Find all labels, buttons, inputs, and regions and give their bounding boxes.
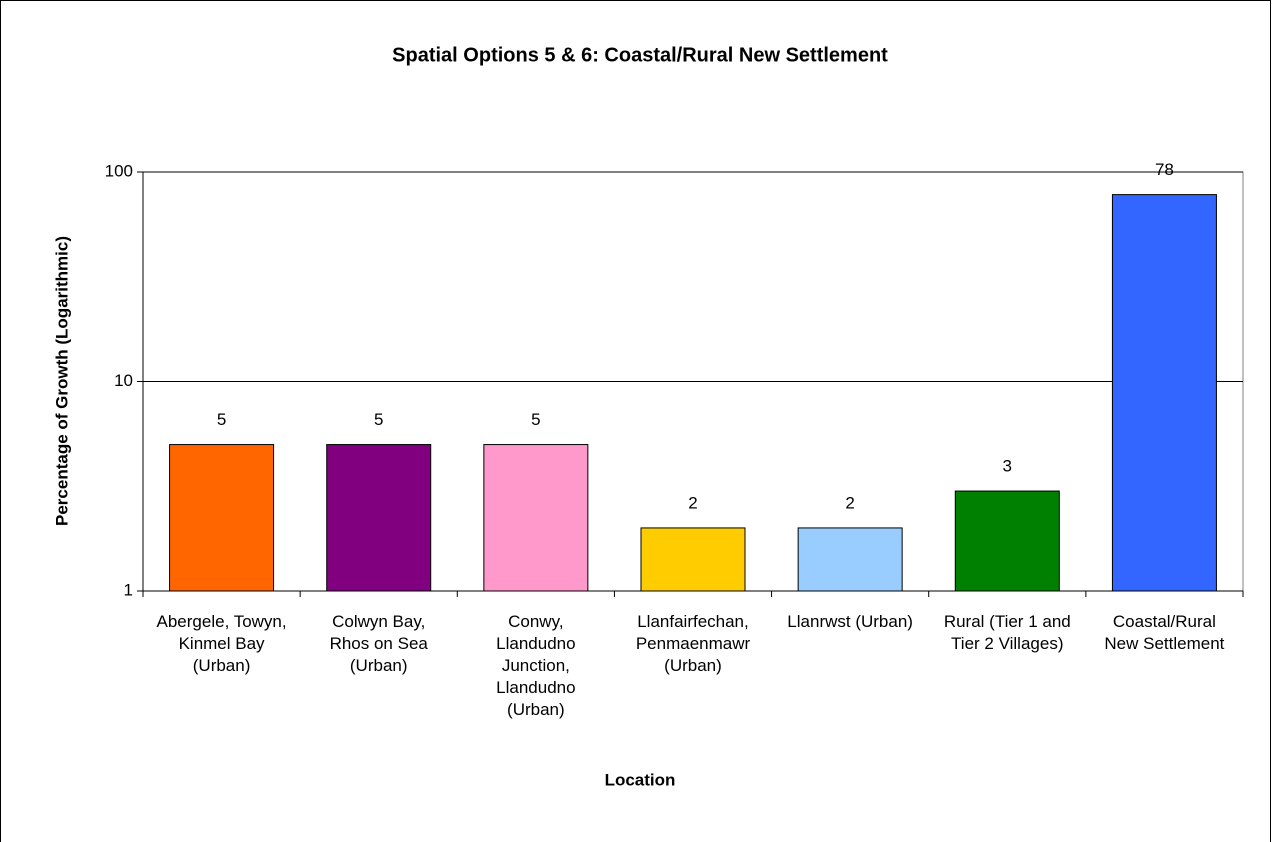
data-label: 3 <box>1003 457 1012 476</box>
bar <box>954 490 1060 592</box>
x-tick-label: Llanrwst (Urban) <box>787 612 913 631</box>
x-tick-label-box: Coastal/Rural New Settlement <box>1104 612 1225 653</box>
y-axis-label: Percentage of Growth (Logarithmic) <box>52 236 71 526</box>
x-axis-label: Location <box>605 770 676 789</box>
y-tick-label: 100 <box>105 161 133 180</box>
x-tick-label: Rural (Tier 1 and Tier 2 Villages) <box>943 612 1071 653</box>
x-tick-label-box: Rural (Tier 1 and Tier 2 Villages) <box>943 612 1071 653</box>
x-tick-label-box: Llanfairfechan, Penmaenmawr (Urban) <box>635 612 751 675</box>
y-tick-label: 1 <box>124 580 133 599</box>
data-label: 5 <box>531 410 540 429</box>
bar <box>640 527 746 592</box>
data-label: 2 <box>845 493 854 512</box>
bar <box>169 444 275 592</box>
x-tick-label: Coastal/Rural New Settlement <box>1104 612 1225 653</box>
x-tick-label: Colwyn Bay, Rhos on Sea (Urban) <box>329 612 428 675</box>
data-label: 78 <box>1155 160 1174 179</box>
chart-title: Spatial Options 5 & 6: Coastal/Rural New… <box>392 44 888 66</box>
data-label: 5 <box>217 410 226 429</box>
bar <box>483 444 589 592</box>
x-tick-label-box: Llanrwst (Urban) <box>787 612 913 631</box>
bar <box>326 444 432 592</box>
x-tick-label: Llanfairfechan, Penmaenmawr (Urban) <box>635 612 751 675</box>
x-tick-label-box: Abergele, Towyn, Kinmel Bay (Urban) <box>156 612 287 675</box>
x-tick-label: Conwy, Llandudno Junction, Llandudno (Ur… <box>496 612 576 719</box>
x-tick-label-box: Colwyn Bay, Rhos on Sea (Urban) <box>329 612 428 675</box>
bar <box>797 527 903 592</box>
x-tick-label: Abergele, Towyn, Kinmel Bay (Urban) <box>156 612 287 675</box>
bar <box>1111 194 1217 592</box>
x-tick-label-box: Conwy, Llandudno Junction, Llandudno (Ur… <box>496 612 576 719</box>
data-label: 2 <box>688 493 697 512</box>
data-label: 5 <box>374 410 383 429</box>
y-tick-label: 10 <box>114 371 133 390</box>
